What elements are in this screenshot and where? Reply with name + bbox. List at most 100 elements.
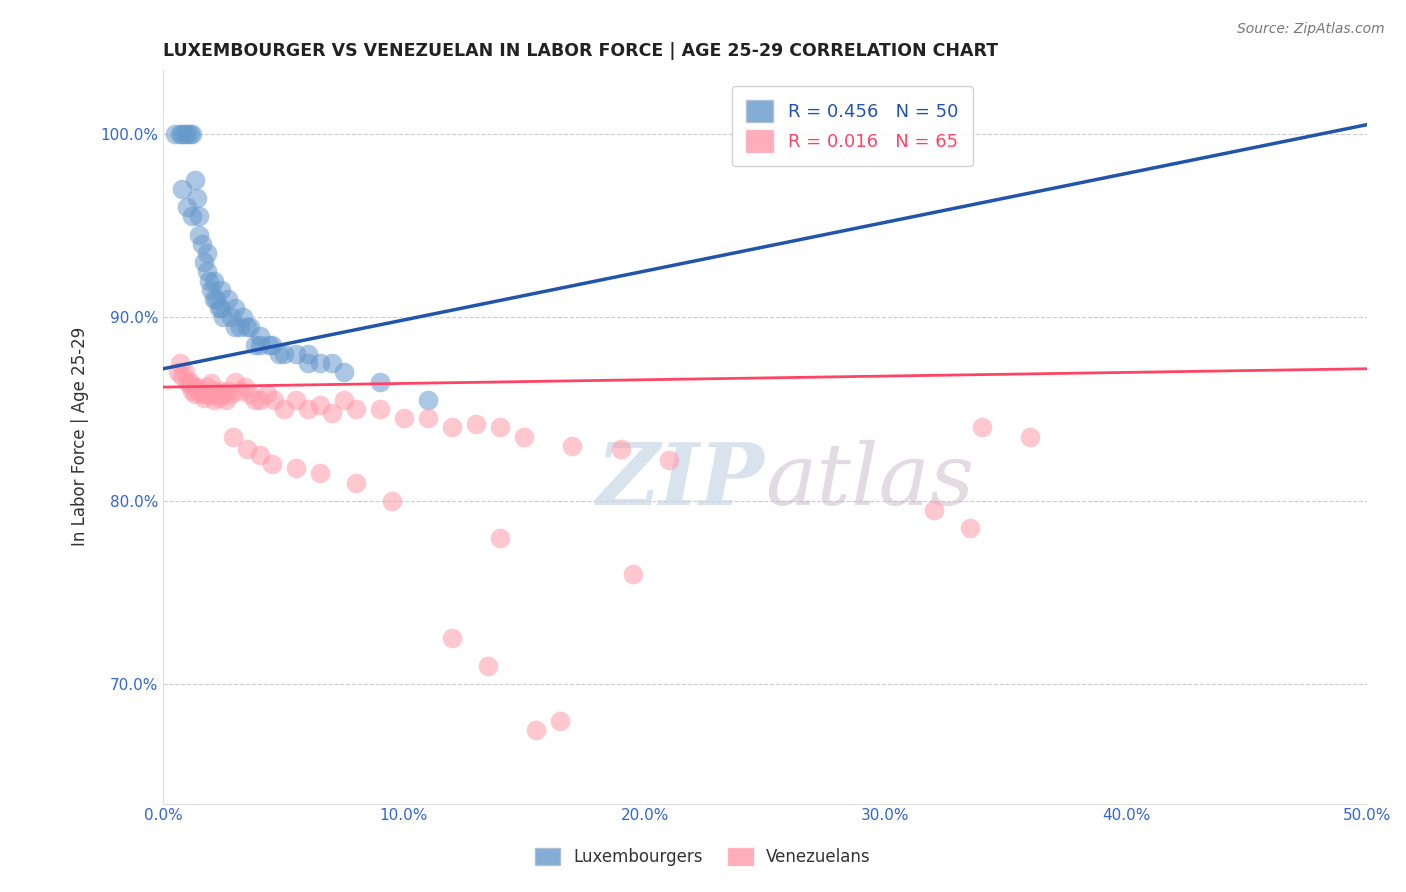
Point	[183, 173, 205, 187]
Point	[297, 356, 319, 370]
Point	[193, 391, 215, 405]
Point	[195, 387, 218, 401]
Point	[368, 375, 391, 389]
Point	[195, 264, 218, 278]
Point	[188, 384, 211, 398]
Legend: R = 0.456   N = 50, R = 0.016   N = 65: R = 0.456 N = 50, R = 0.016 N = 65	[733, 86, 973, 166]
Point	[173, 366, 195, 380]
Point	[209, 301, 232, 316]
Point	[260, 338, 283, 352]
Point	[524, 723, 547, 738]
Point	[165, 127, 187, 141]
Point	[267, 347, 290, 361]
Point	[308, 399, 330, 413]
Point	[179, 378, 201, 392]
Point	[200, 376, 222, 391]
Point	[321, 406, 343, 420]
Point	[489, 531, 512, 545]
Point	[273, 347, 295, 361]
Point	[257, 338, 280, 352]
Point	[207, 301, 229, 316]
Point	[207, 391, 229, 405]
Point	[217, 384, 239, 398]
Point	[181, 384, 204, 398]
Point	[232, 310, 254, 325]
Point	[970, 420, 993, 434]
Point	[392, 411, 415, 425]
Point	[239, 387, 262, 401]
Point	[217, 292, 239, 306]
Point	[176, 127, 198, 141]
Point	[332, 392, 354, 407]
Point	[249, 338, 271, 352]
Point	[190, 237, 212, 252]
Point	[198, 387, 221, 401]
Point	[193, 255, 215, 269]
Point	[1018, 429, 1040, 443]
Point	[209, 384, 232, 398]
Point	[200, 283, 222, 297]
Point	[249, 392, 271, 407]
Point	[205, 387, 228, 401]
Point	[172, 182, 194, 196]
Point	[179, 127, 201, 141]
Point	[198, 274, 221, 288]
Point	[308, 356, 330, 370]
Point	[243, 392, 266, 407]
Point	[273, 402, 295, 417]
Legend: Luxembourgers, Venezuelans: Luxembourgers, Venezuelans	[527, 840, 879, 875]
Point	[212, 310, 235, 325]
Y-axis label: In Labor Force | Age 25-29: In Labor Force | Age 25-29	[72, 327, 89, 546]
Point	[260, 457, 283, 471]
Point	[381, 493, 404, 508]
Point	[205, 292, 228, 306]
Point	[465, 417, 488, 431]
Point	[297, 402, 319, 417]
Point	[224, 375, 246, 389]
Point	[202, 384, 225, 398]
Point	[308, 467, 330, 481]
Point	[441, 632, 464, 646]
Text: atlas: atlas	[765, 440, 974, 522]
Point	[321, 356, 343, 370]
Text: LUXEMBOURGER VS VENEZUELAN IN LABOR FORCE | AGE 25-29 CORRELATION CHART: LUXEMBOURGER VS VENEZUELAN IN LABOR FORC…	[163, 42, 998, 60]
Point	[513, 429, 536, 443]
Point	[219, 387, 242, 401]
Point	[183, 380, 205, 394]
Point	[188, 210, 211, 224]
Point	[233, 380, 256, 394]
Point	[621, 567, 644, 582]
Point	[179, 375, 201, 389]
Point	[284, 460, 307, 475]
Point	[236, 442, 259, 457]
Point	[561, 439, 583, 453]
Point	[249, 448, 271, 462]
Point	[212, 387, 235, 401]
Point	[368, 402, 391, 417]
Point	[658, 453, 681, 467]
Point	[195, 380, 218, 394]
Point	[172, 127, 194, 141]
Point	[609, 442, 631, 457]
Point	[202, 392, 225, 407]
Point	[219, 310, 242, 325]
Point	[202, 274, 225, 288]
Point	[344, 402, 367, 417]
Point	[188, 227, 211, 242]
Point	[229, 319, 252, 334]
Point	[344, 475, 367, 490]
Point	[550, 714, 572, 728]
Text: ZIP: ZIP	[598, 439, 765, 523]
Point	[166, 366, 188, 380]
Point	[186, 191, 208, 205]
Point	[332, 366, 354, 380]
Point	[297, 347, 319, 361]
Point	[236, 319, 259, 334]
Point	[173, 127, 195, 141]
Point	[169, 127, 191, 141]
Point	[209, 283, 232, 297]
Point	[229, 384, 252, 398]
Point	[416, 411, 439, 425]
Point	[256, 387, 278, 401]
Point	[284, 347, 307, 361]
